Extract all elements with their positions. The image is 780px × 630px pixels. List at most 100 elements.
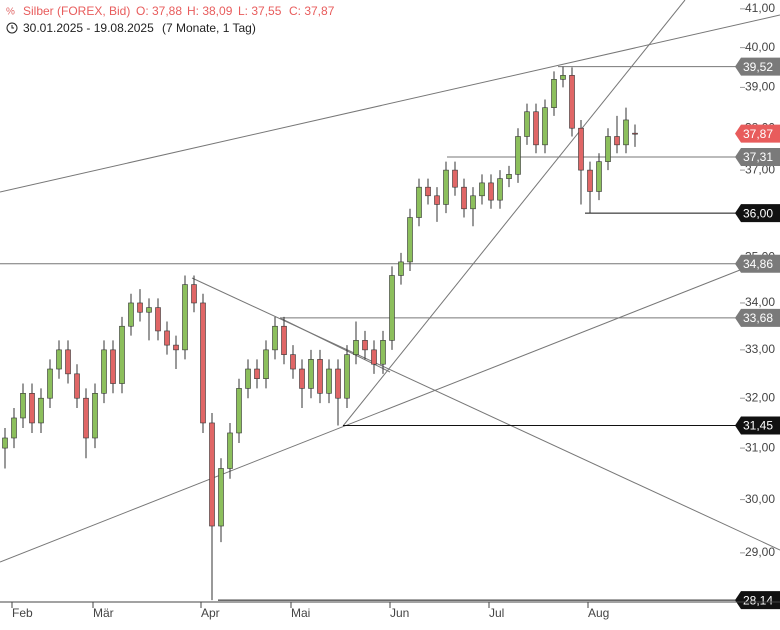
candle-body: [281, 325, 287, 355]
y-tick-label: 29,00: [745, 545, 775, 559]
level-label: 36,00: [743, 206, 773, 220]
level-label: 33,68: [743, 311, 773, 325]
x-tick-label: Aug: [588, 606, 609, 620]
level-label: 28,14: [743, 593, 773, 607]
candle-body: [524, 111, 530, 137]
y-tick-label: 34,00: [745, 295, 775, 309]
candles: [2, 66, 638, 601]
candle-body: [587, 169, 593, 192]
candle-body: [83, 397, 89, 439]
level-label: 37,31: [743, 150, 773, 164]
y-tick-label: 41,00: [745, 1, 775, 15]
candle-body: [38, 397, 44, 424]
candle-body: [164, 330, 170, 346]
candle-body: [596, 161, 602, 192]
candle-body: [398, 261, 404, 276]
candle-body: [101, 349, 107, 394]
candle-body: [29, 393, 35, 424]
ohlc-label: C: 37,87: [289, 4, 335, 18]
candle-body: [227, 432, 233, 469]
candle-body: [128, 302, 134, 327]
level-box: [735, 416, 780, 435]
candle-body: [182, 284, 188, 351]
candle-body: [299, 368, 305, 389]
candle-body: [362, 340, 368, 351]
candle-body: [74, 373, 80, 399]
candle-body: [443, 169, 449, 205]
candle-body: [488, 182, 494, 201]
candle-body: [389, 275, 395, 341]
y-tick-label: 39,00: [745, 80, 775, 94]
candle-body: [326, 368, 332, 394]
candle-body: [20, 393, 26, 419]
levels: [0, 66, 740, 601]
trendlines: [0, 0, 780, 563]
level-labels: 39,52 37,87 37,31 36,00 34,86 33,68 31,45 28,14: [735, 57, 780, 610]
candle-body: [578, 127, 584, 171]
x-tick-label: Feb: [12, 606, 33, 620]
x-tick-label: Mär: [93, 606, 114, 620]
candle-body: [11, 417, 17, 439]
trendline: [191, 277, 780, 551]
candle-body: [254, 368, 260, 379]
candle-body: [407, 217, 413, 263]
candle-body: [533, 111, 539, 146]
period: (7 Monate, 1 Tag): [162, 21, 256, 35]
candle-body: [497, 178, 503, 201]
ohlc-label: H: 38,09: [187, 4, 233, 18]
candle-body: [263, 349, 269, 379]
candle-body: [155, 307, 161, 332]
candle-body: [137, 302, 143, 313]
candle-body: [461, 186, 467, 210]
candle-body: [308, 359, 314, 389]
y-tick-label: 40,00: [745, 40, 775, 54]
y-tick-label: 32,00: [745, 390, 775, 404]
candle-body: [452, 169, 458, 188]
candle-body: [92, 393, 98, 439]
candle-body: [605, 136, 611, 162]
level-box: [735, 254, 780, 273]
x-tick-label: Mai: [291, 606, 310, 620]
subtitle: 30.01.2025 - 19.08.2025: [23, 21, 154, 35]
trendline: [0, 269, 741, 563]
candle-body: [515, 136, 521, 175]
candle-body: [209, 422, 215, 527]
candle-body: [551, 79, 557, 108]
candle-body: [632, 132, 638, 135]
candle-body: [614, 136, 620, 146]
candle-body: [65, 349, 71, 375]
candle-body: [173, 344, 179, 351]
level-box: [735, 308, 780, 327]
candle-body: [470, 195, 476, 210]
trendline: [342, 0, 686, 427]
x-tick-label: Jul: [489, 606, 504, 620]
level-label: 37,87: [743, 127, 773, 141]
candle-body: [542, 107, 548, 146]
candle-body: [236, 388, 242, 434]
candle-body: [317, 359, 323, 394]
candle-body: [200, 302, 206, 424]
candle-body: [380, 340, 386, 365]
candle-body: [416, 186, 422, 218]
y-tick-label: 31,00: [745, 440, 775, 454]
level-label: 39,52: [743, 60, 773, 74]
candle-body: [479, 182, 485, 197]
candle-body: [353, 340, 359, 355]
candle-body: [2, 437, 8, 449]
clock-icon: [6, 22, 18, 34]
candle-body: [191, 284, 197, 304]
candle-body: [146, 307, 152, 313]
level-box: [735, 204, 780, 223]
level-box: [735, 124, 780, 143]
x-tick-label: Apr: [201, 606, 220, 620]
level-box: [735, 57, 780, 76]
candle-body: [569, 75, 575, 129]
candle-body: [623, 119, 629, 146]
candle-body: [335, 368, 341, 399]
candle-body: [56, 349, 62, 370]
candle-body: [371, 349, 377, 365]
candle-body: [218, 468, 224, 527]
ohlc-label: O: 37,88: [136, 4, 182, 18]
candle-body: [425, 186, 431, 197]
